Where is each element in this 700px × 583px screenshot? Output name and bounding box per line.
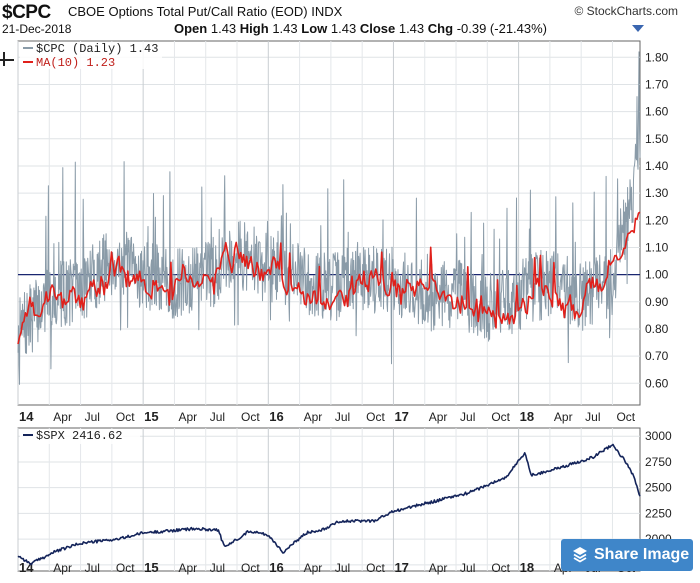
- y-tick-label: 3000: [645, 429, 672, 443]
- low-value: 1.43: [330, 21, 357, 36]
- y-tick-label: 1.80: [645, 50, 669, 64]
- x-tick-label: Jul: [585, 410, 600, 424]
- open-value: 1.43: [210, 21, 237, 36]
- y-tick-label: 2250: [645, 506, 672, 520]
- share-image-label: Share Image: [594, 546, 690, 563]
- y-tick-label: 1.40: [645, 159, 669, 173]
- close-value: 1.43: [398, 21, 425, 36]
- x-tick-label: Jul: [460, 561, 475, 575]
- y-tick-label: 0.80: [645, 322, 669, 336]
- x-tick-label: Oct: [491, 561, 510, 575]
- x-tick-label: 16: [269, 409, 283, 424]
- high-label: High: [239, 21, 269, 36]
- y-tick-label: 2750: [645, 455, 672, 469]
- x-tick-label: Apr: [53, 410, 72, 424]
- y-tick-label: 1.50: [645, 132, 669, 146]
- plot-frame: [17, 40, 641, 406]
- open-label: Open: [174, 21, 208, 36]
- x-tick-label: 15: [144, 560, 158, 575]
- legend-label: $CPC (Daily) 1.43: [36, 42, 158, 56]
- low-label: Low: [301, 21, 328, 36]
- plot-frame: [17, 427, 641, 572]
- y-tick-label: 1.20: [645, 213, 669, 227]
- chg-label: Chg: [427, 21, 454, 36]
- x-tick-label: Oct: [491, 410, 510, 424]
- x-tick-label: Oct: [116, 410, 135, 424]
- y-tick-label: 1.60: [645, 105, 669, 119]
- series-line-ma10: [17, 211, 641, 345]
- layers-icon: [573, 547, 587, 563]
- x-tick-label: Apr: [178, 410, 197, 424]
- x-tick-label: Apr: [554, 410, 573, 424]
- y-tick-label: 1.10: [645, 240, 669, 254]
- series-line-spx: [17, 443, 641, 566]
- y-tick-label: 1.30: [645, 186, 669, 200]
- y-tick-label: 1.70: [645, 77, 669, 91]
- x-tick-label: Jul: [335, 561, 350, 575]
- x-tick-label: Jul: [85, 410, 100, 424]
- x-tick-label: 17: [394, 409, 408, 424]
- chart-header: $CPC CBOE Options Total Put/Call Ratio (…: [0, 0, 700, 40]
- x-tick-label: 15: [144, 409, 158, 424]
- x-tick-label: 17: [394, 560, 408, 575]
- share-image-button[interactable]: Share Image: [561, 539, 693, 571]
- y-tick-label: 1.00: [645, 268, 669, 282]
- x-tick-label: 16: [269, 560, 283, 575]
- x-tick-label: Apr: [53, 561, 72, 575]
- x-tick-label: Apr: [178, 561, 197, 575]
- x-tick-label: 18: [520, 560, 534, 575]
- close-label: Close: [359, 21, 396, 36]
- y-tick-label: 0.60: [645, 376, 669, 390]
- x-tick-label: Jul: [85, 561, 100, 575]
- symbol-description: CBOE Options Total Put/Call Ratio (EOD) …: [68, 4, 343, 19]
- legend-label: $SPX 2416.62: [36, 429, 122, 443]
- x-tick-label: Jul: [335, 410, 350, 424]
- legend-box: [20, 429, 140, 444]
- x-tick-label: Oct: [241, 561, 260, 575]
- x-tick-label: Apr: [429, 561, 448, 575]
- x-tick-label: Oct: [366, 561, 385, 575]
- symbol-label: $CPC: [2, 2, 51, 23]
- x-tick-label: Jul: [460, 410, 475, 424]
- date-label: 21-Dec-2018: [2, 22, 72, 36]
- series-line-cpc: [17, 51, 641, 385]
- dropdown-triangle-icon[interactable]: [632, 25, 644, 32]
- x-tick-label: Apr: [304, 561, 323, 575]
- x-tick-label: Oct: [116, 561, 135, 575]
- x-tick-label: Jul: [210, 410, 225, 424]
- x-tick-label: Apr: [304, 410, 323, 424]
- x-tick-label: Oct: [241, 410, 260, 424]
- chg-value: -0.39 (-21.43%): [456, 21, 548, 36]
- x-tick-label: Oct: [616, 410, 635, 424]
- x-tick-label: 18: [520, 409, 534, 424]
- legend-label: MA(10) 1.23: [36, 56, 115, 70]
- y-tick-label: 0.70: [645, 349, 669, 363]
- x-tick-label: Apr: [429, 410, 448, 424]
- crosshair-icon: [0, 52, 14, 66]
- x-tick-label: Jul: [210, 561, 225, 575]
- legend-box: [20, 42, 162, 69]
- brand-label[interactable]: © StockCharts.com: [574, 4, 678, 18]
- x-tick-label: 14: [19, 409, 34, 424]
- high-value: 1.43: [272, 21, 298, 36]
- y-tick-label: 0.90: [645, 295, 669, 309]
- ohlc-readout: Open 1.43 High 1.43 Low 1.43 Close 1.43 …: [174, 21, 547, 36]
- x-tick-label: Oct: [366, 410, 385, 424]
- y-tick-label: 2500: [645, 481, 672, 495]
